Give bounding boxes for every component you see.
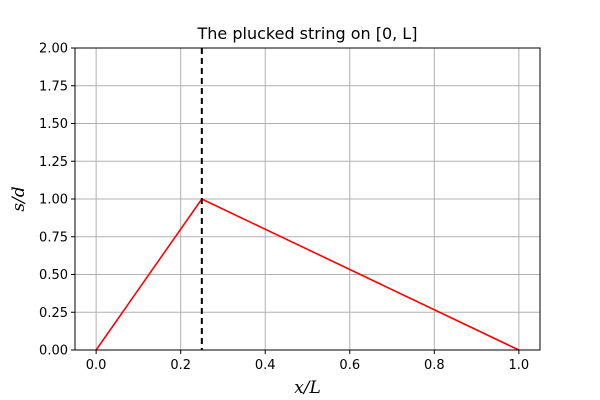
chart-title-label: The plucked string on [0, L] xyxy=(197,24,418,43)
y-tick-label: 1.50 xyxy=(39,117,68,132)
y-tick-label: 2.00 xyxy=(39,42,68,57)
x-tick-label: 0.6 xyxy=(339,358,360,373)
y-tick-label: 1.00 xyxy=(39,193,68,208)
y-tick-label: 0.50 xyxy=(39,268,68,283)
y-tick-label: 0.25 xyxy=(39,306,68,321)
x-tick-label: 0.2 xyxy=(170,358,191,373)
y-tick-label: 0.75 xyxy=(39,230,68,245)
y-tick-label: 0.00 xyxy=(39,344,68,359)
x-tick-label: 1.0 xyxy=(509,358,530,373)
chart-title: The plucked string on [0, L] xyxy=(197,24,418,43)
x-tick-label: 0.8 xyxy=(424,358,445,373)
ticks: 0.0 0.2 0.4 0.6 0.8 1.0 0.00 0.25 0.50 0.75 1.00 1.… xyxy=(39,42,529,374)
y-tick-label: 1.75 xyxy=(39,79,68,94)
y-axis-label: s/d xyxy=(9,186,29,211)
y-tick-label: 1.25 xyxy=(39,155,68,170)
x-axis-label: x/L xyxy=(294,378,321,398)
x-tick-label: 0.4 xyxy=(255,358,276,373)
grid xyxy=(75,47,540,351)
plot-lines xyxy=(95,48,520,351)
x-tick-label: 0.0 xyxy=(86,358,107,373)
